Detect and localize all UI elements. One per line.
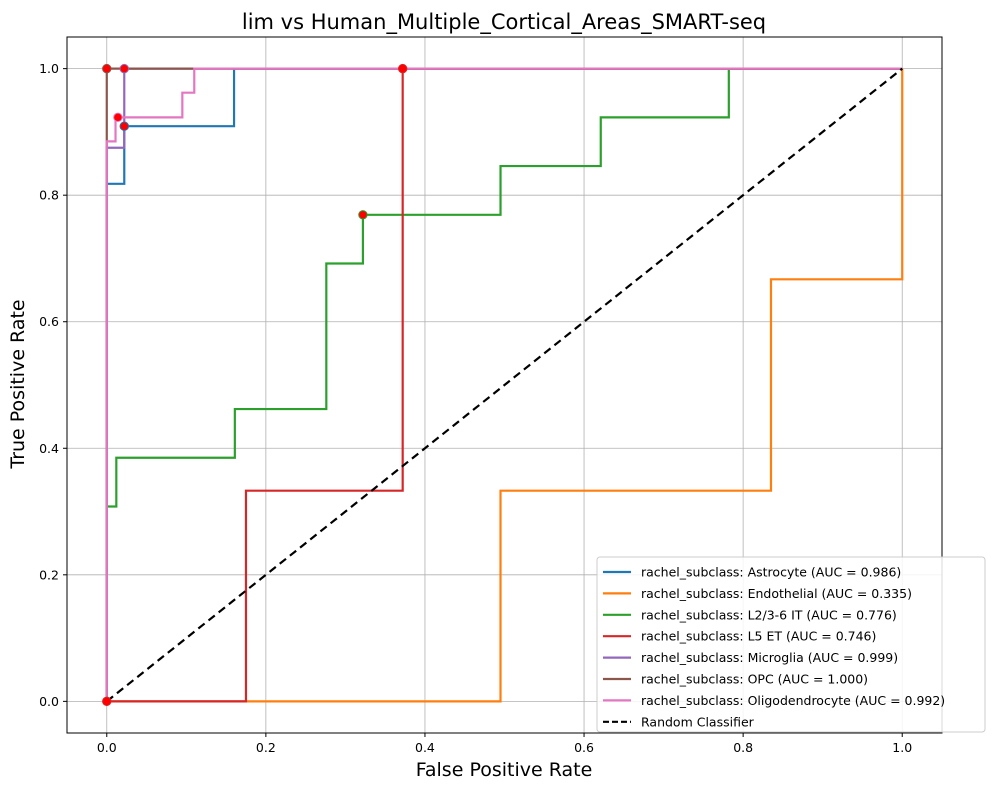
threshold-markers xyxy=(102,63,408,707)
legend-label: rachel_subclass: OPC (AUC = 1.000) xyxy=(641,672,868,687)
y-axis-label: True Positive Rate xyxy=(7,299,29,469)
roc-curve-line xyxy=(105,67,903,702)
legend-label: rachel_subclass: Astrocyte (AUC = 0.986) xyxy=(641,565,901,580)
threshold-marker xyxy=(119,121,129,131)
plot-frame xyxy=(66,36,943,734)
x-axis-ticks: 0.0 0.2 0.4 0.6 0.8 1.0 xyxy=(97,733,912,755)
x-tick-label: 0.0 xyxy=(97,740,117,755)
legend-label: rachel_subclass: Microglia (AUC = 0.999) xyxy=(641,650,898,665)
threshold-marker xyxy=(113,112,123,123)
threshold-marker xyxy=(397,63,408,74)
x-tick-label: 0.8 xyxy=(733,740,753,755)
roc-curve-line xyxy=(105,67,903,702)
x-tick-label: 1.0 xyxy=(892,740,912,755)
chart-title: lim vs Human_Multiple_Cortical_Areas_SMA… xyxy=(242,10,766,35)
threshold-marker xyxy=(119,63,129,74)
threshold-marker xyxy=(102,63,112,74)
y-tick-label: 1.0 xyxy=(39,61,59,76)
x-tick-label: 0.2 xyxy=(256,740,276,755)
x-axis-label: False Positive Rate xyxy=(416,759,593,781)
legend-box xyxy=(596,556,986,733)
y-tick-label: 0.4 xyxy=(39,441,59,456)
legend-label: Random Classifier xyxy=(641,714,755,729)
legend: rachel_subclass: Astrocyte (AUC = 0.986)… xyxy=(596,556,986,733)
y-tick-label: 0.2 xyxy=(39,567,59,582)
y-tick-label: 0.0 xyxy=(39,694,59,709)
legend-label: rachel_subclass: Oligodendrocyte (AUC = … xyxy=(641,693,945,708)
legend-label: rachel_subclass: L2/3-6 IT (AUC = 0.776) xyxy=(641,607,897,622)
y-tick-label: 0.8 xyxy=(39,188,59,203)
roc-curve-line xyxy=(106,68,904,703)
random-classifier-line xyxy=(106,67,903,703)
threshold-marker xyxy=(102,696,112,707)
threshold-marker xyxy=(358,210,368,220)
legend-label: rachel_subclass: L5 ET (AUC = 0.746) xyxy=(641,629,876,644)
x-tick-label: 0.4 xyxy=(415,740,435,755)
x-tick-label: 0.6 xyxy=(574,740,594,755)
legend-label: rachel_subclass: Endothelial (AUC = 0.33… xyxy=(641,586,912,601)
y-tick-label: 0.6 xyxy=(39,314,59,329)
y-axis-ticks: 0.0 0.2 0.4 0.6 0.8 1.0 xyxy=(39,61,67,709)
